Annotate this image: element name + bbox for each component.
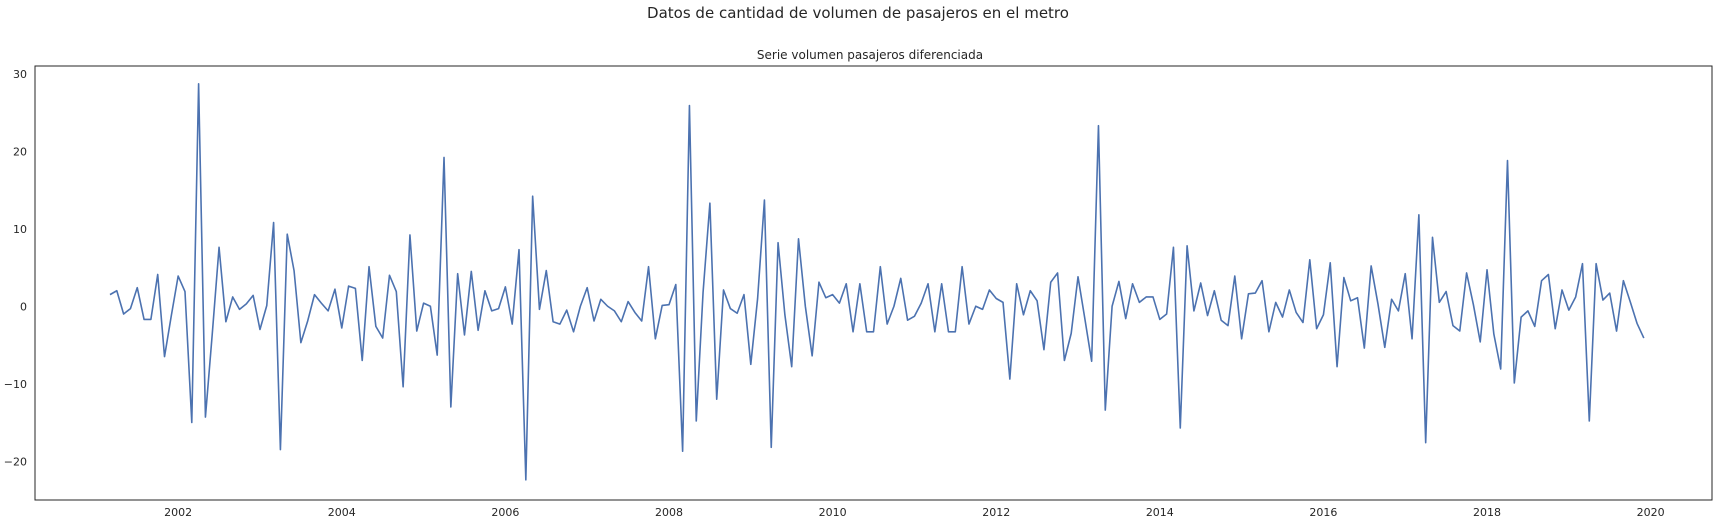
y-tick-label: 10 (13, 223, 27, 236)
x-tick-label: 2020 (1637, 506, 1665, 519)
x-tick-label: 2006 (491, 506, 519, 519)
y-tick-label: 20 (13, 145, 27, 158)
figure-suptitle: Datos de cantidad de volumen de pasajero… (647, 4, 1069, 22)
x-axis: 2002 2004 2006 2008 2010 2012 2014 2016 2018 2020 (164, 506, 1664, 519)
x-tick-label: 2008 (655, 506, 683, 519)
y-tick-label: 0 (20, 300, 27, 313)
x-tick-label: 2010 (819, 506, 847, 519)
x-tick-label: 2004 (328, 506, 356, 519)
chart-title: Serie volumen pasajeros diferenciada (757, 48, 983, 62)
x-tick-label: 2002 (164, 506, 192, 519)
y-tick-label: 30 (13, 68, 27, 81)
y-axis: −20 −10 0 10 20 30 (4, 68, 27, 469)
plot-area-frame (34, 65, 1713, 501)
x-tick-label: 2018 (1473, 506, 1501, 519)
y-tick-label: −20 (4, 455, 27, 468)
x-tick-label: 2016 (1309, 506, 1337, 519)
series-line-volumen-diferenciado (109, 83, 1645, 481)
x-tick-label: 2012 (982, 506, 1010, 519)
y-tick-label: −10 (4, 378, 27, 391)
x-tick-label: 2014 (1146, 506, 1174, 519)
